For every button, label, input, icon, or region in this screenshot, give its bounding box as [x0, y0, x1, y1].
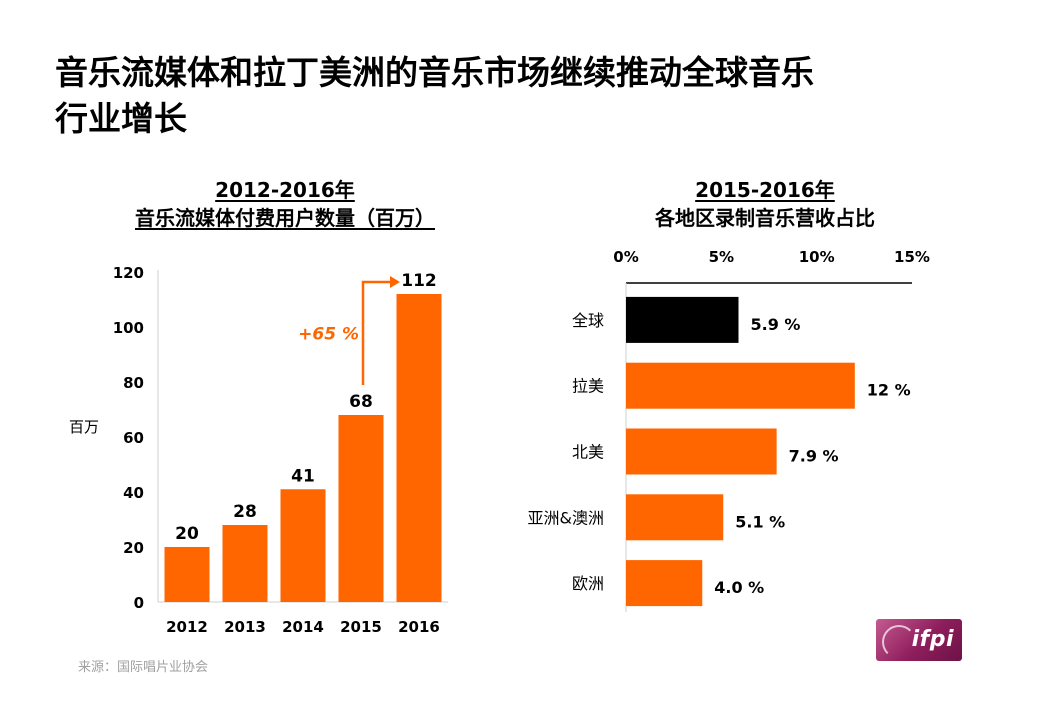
- y-tick-label: 100: [113, 319, 144, 337]
- bar-2016: [396, 294, 442, 602]
- subscribers-chart-title-years: 2012-2016年: [215, 178, 355, 202]
- bar-value-label: 4.0 %: [714, 578, 764, 597]
- bar-拉美: [626, 362, 855, 409]
- page-title-line-1: 音乐流媒体和拉丁美洲的音乐市场继续推动全球音乐: [55, 53, 814, 92]
- x-tick-label: 2015: [340, 618, 382, 636]
- y-tick-label: 20: [123, 539, 144, 557]
- y-tick-label: 60: [123, 429, 144, 447]
- category-label: 拉美: [572, 377, 604, 396]
- growth-arrow-head: [390, 276, 400, 288]
- x-tick-label: 5%: [709, 248, 734, 266]
- source-note: 来源：国际唱片业协会: [78, 660, 209, 675]
- revenue-chart-title-years: 2015-2016年: [695, 178, 835, 202]
- bar-亚洲&澳洲: [626, 494, 724, 541]
- bar-value-label: 20: [175, 524, 199, 544]
- bar-value-label: 28: [233, 502, 257, 522]
- x-tick-label: 2013: [224, 618, 266, 636]
- bar-value-label: 12 %: [867, 381, 911, 400]
- y-tick-label: 40: [123, 484, 144, 502]
- logo-swoosh-icon: [882, 625, 916, 659]
- x-tick-label: 2012: [166, 618, 208, 636]
- subscribers-bar-chart: 0 20 40 60 80 100 120 百万 20 2012 28 2013 41 2014 68 201…: [69, 264, 448, 636]
- bar-value-label: 7.9 %: [789, 447, 839, 466]
- subscribers-chart-title: 音乐流媒体付费用户数量（百万）: [135, 206, 435, 230]
- bar-全球: [626, 296, 739, 343]
- x-tick-label: 0%: [613, 248, 638, 266]
- bar-2012: [164, 547, 210, 602]
- revenue-chart-heading: 2015-2016年 各地区录制音乐营收占比: [600, 176, 930, 232]
- x-tick-label: 2014: [282, 618, 324, 636]
- bar-value-label: 5.1 %: [735, 512, 785, 531]
- x-tick-label: 15%: [894, 248, 930, 266]
- y-axis-label: 百万: [69, 418, 99, 436]
- category-label: 欧洲: [572, 574, 604, 593]
- y-tick-label: 120: [113, 264, 144, 282]
- page-title-line-2: 行业增长: [55, 99, 187, 138]
- bar-欧洲: [626, 560, 703, 607]
- bar-value-label: 5.9 %: [750, 315, 800, 334]
- category-label: 全球: [572, 311, 604, 330]
- subscribers-chart-heading: 2012-2016年 音乐流媒体付费用户数量（百万）: [100, 176, 470, 232]
- bar-2013: [222, 525, 268, 602]
- growth-arrow-line: [361, 280, 391, 385]
- category-label: 亚洲&澳洲: [528, 508, 604, 527]
- x-tick-label: 10%: [799, 248, 835, 266]
- bar-2015: [338, 415, 384, 602]
- logo-text: ifpi: [911, 627, 954, 652]
- category-label: 北美: [572, 443, 604, 462]
- y-tick-label: 80: [123, 374, 144, 392]
- page-title: 音乐流媒体和拉丁美洲的音乐市场继续推动全球音乐 行业增长: [55, 50, 955, 142]
- growth-annotation: +65 %: [298, 325, 359, 345]
- y-tick-label: 0: [134, 594, 144, 612]
- bar-北美: [626, 428, 777, 475]
- bar-2014: [280, 489, 326, 602]
- revenue-chart-title: 各地区录制音乐营收占比: [655, 206, 875, 230]
- bar-value-label: 41: [291, 466, 315, 486]
- ifpi-logo: ifpi: [876, 619, 962, 661]
- bar-value-label: 68: [349, 392, 373, 412]
- x-tick-label: 2016: [398, 618, 440, 636]
- bar-value-label: 112: [401, 271, 437, 291]
